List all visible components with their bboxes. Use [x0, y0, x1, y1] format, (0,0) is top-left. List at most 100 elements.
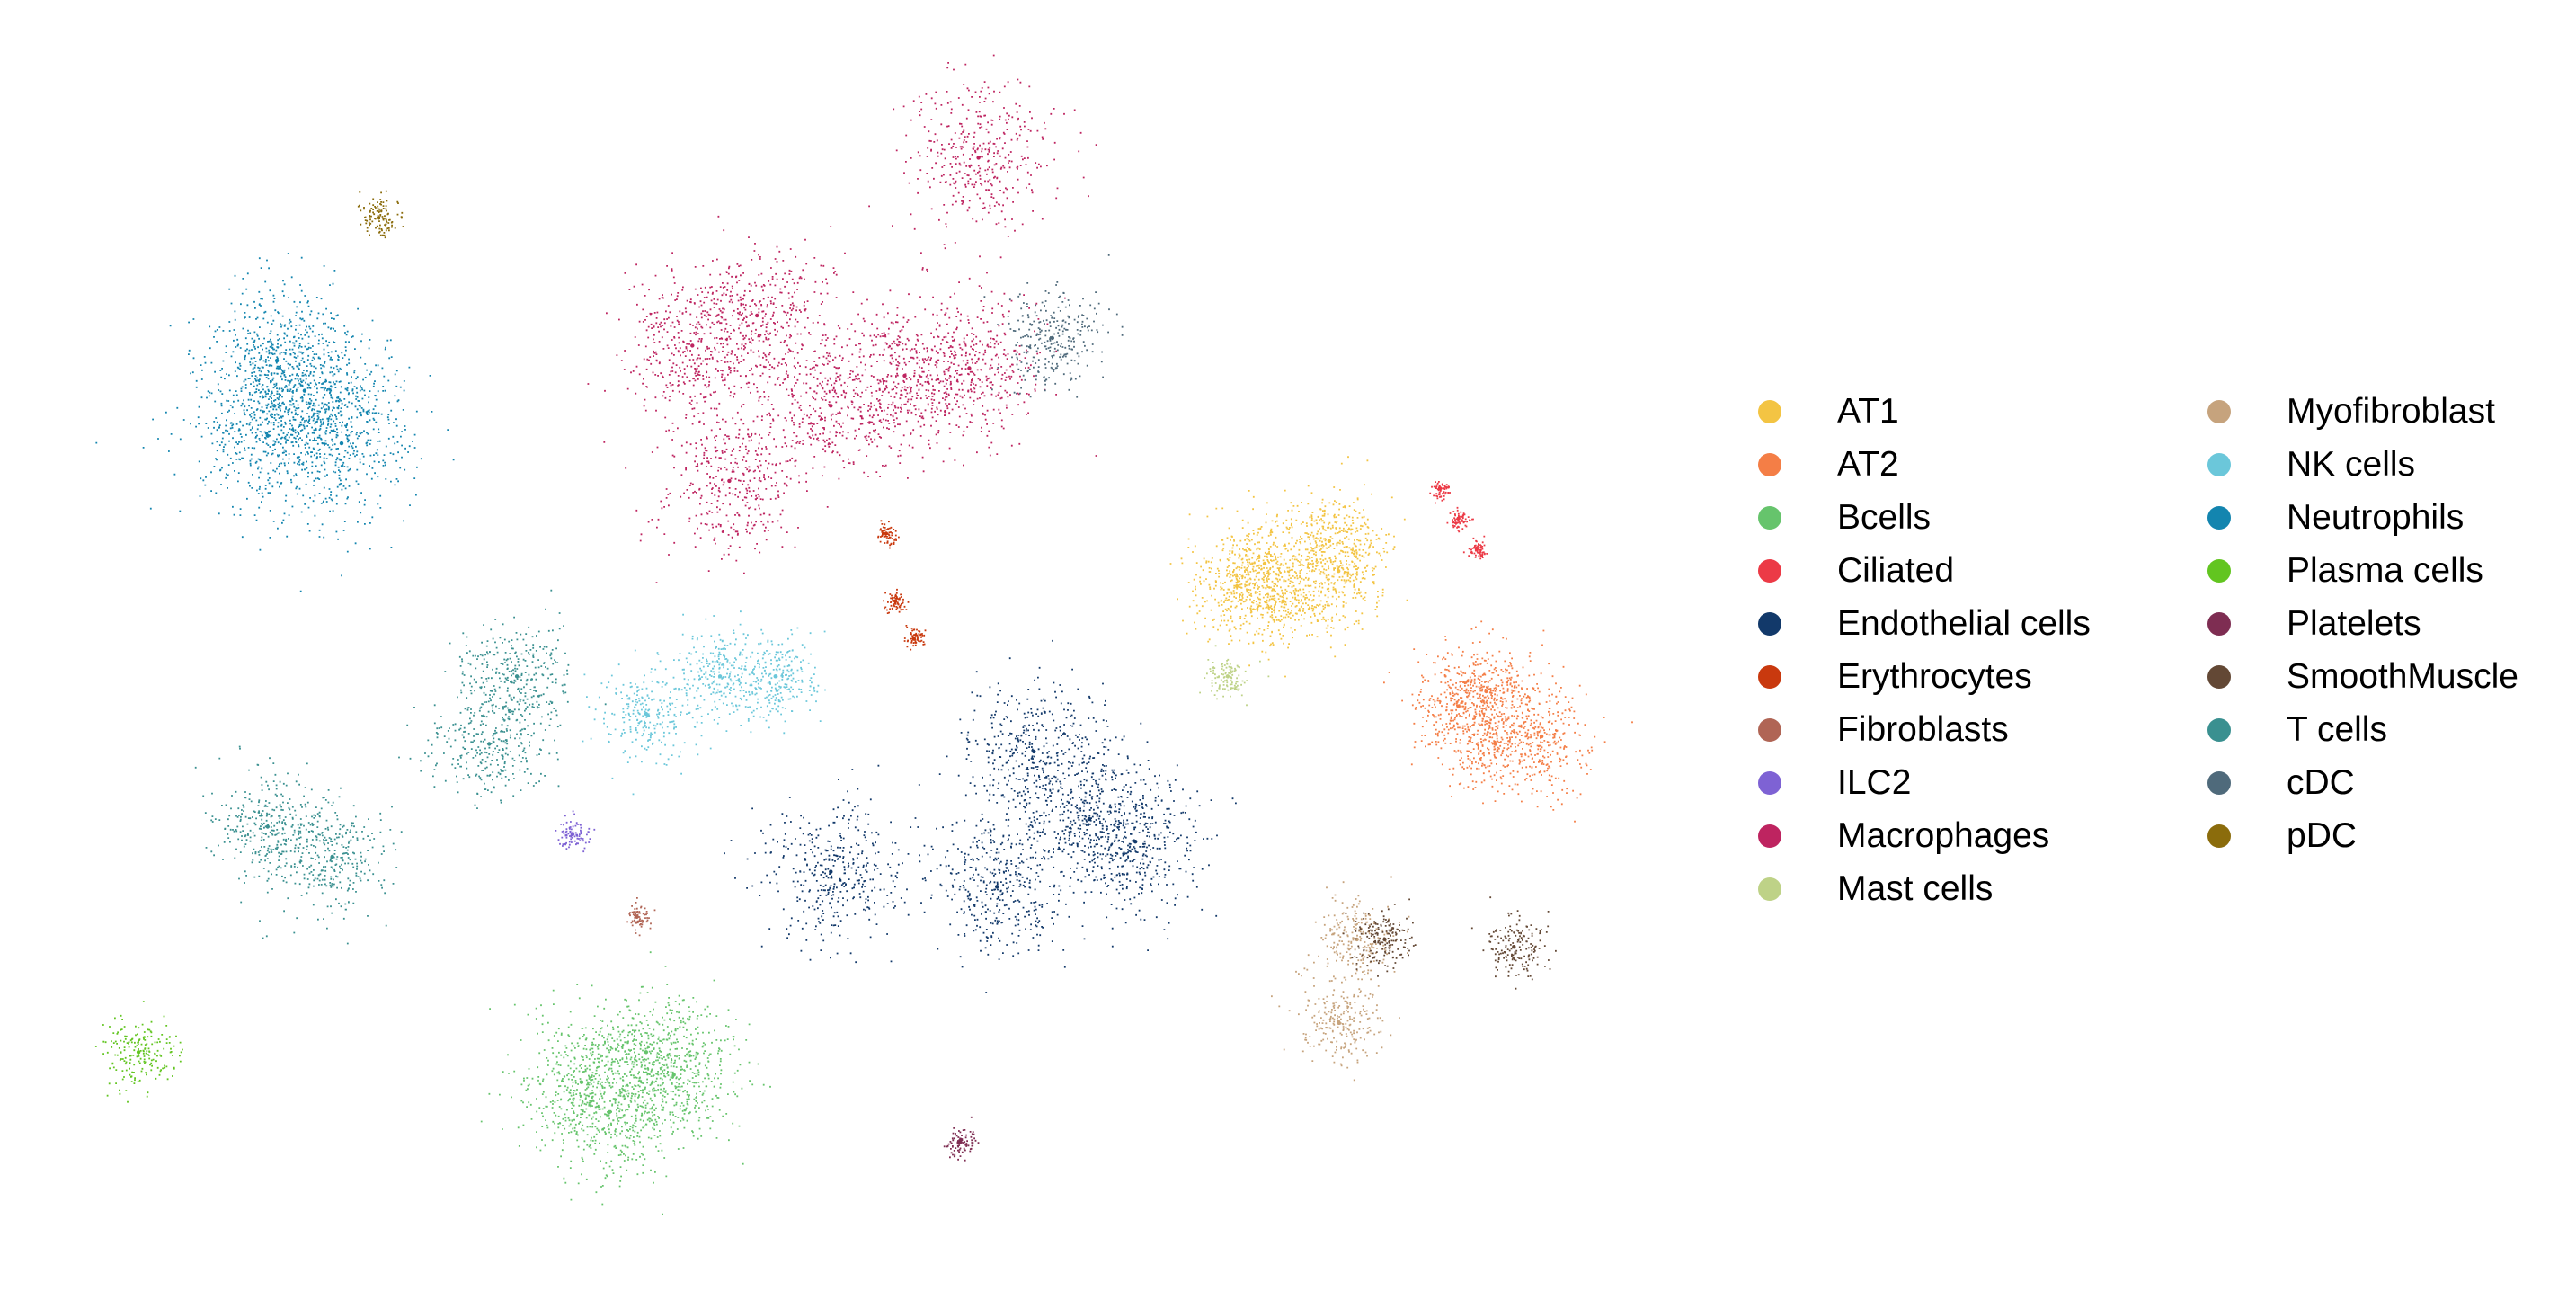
point-cloud-dots [664, 610, 773, 732]
legend-item: Erythrocytes [1753, 650, 2202, 703]
point-cloud-dots [903, 625, 927, 651]
point-cloud [1471, 663, 1633, 823]
data-point [976, 156, 981, 160]
point-cloud [626, 897, 656, 937]
legend-label: Neutrophils [2287, 497, 2465, 537]
legend-label: Fibroblasts [1837, 709, 2009, 749]
point-cloud-dots [877, 520, 900, 549]
legend-marker [1758, 399, 1781, 423]
legend-label: Myofibroblast [2287, 391, 2495, 431]
point-cloud-dots [1199, 645, 1270, 707]
legend-item: AT1 [1753, 385, 2202, 438]
legend-marker [2207, 505, 2231, 530]
point-cloud-dots [194, 745, 333, 938]
data-point [1327, 539, 1332, 543]
point-cloud-dots [988, 717, 1189, 930]
legend-marker [2207, 452, 2231, 476]
legend-item: SmoothMuscle [2202, 650, 2562, 703]
point-cloud [1429, 481, 1451, 504]
legend-item: Fibroblasts [1753, 703, 2202, 756]
point-cloud-dots [553, 979, 754, 1149]
legend-item: pDC [2202, 809, 2562, 862]
point-cloud [1421, 676, 1557, 808]
legend-item: Bcells [1753, 491, 2202, 544]
data-point [136, 1050, 141, 1055]
point-cloud-dots [591, 951, 771, 1166]
series-pdc [357, 190, 404, 239]
point-cloud [1383, 626, 1528, 785]
legend-label: Plasma cells [2287, 550, 2483, 590]
point-cloud [625, 370, 840, 583]
legend-label: SmoothMuscle [2287, 656, 2518, 696]
legend-label: Endothelial cells [1837, 603, 2091, 643]
point-cloud [943, 1116, 980, 1162]
data-point [274, 358, 280, 363]
point-cloud-dots [398, 655, 566, 809]
series-plasma-cells [94, 1001, 183, 1103]
point-cloud [1215, 543, 1366, 678]
series-erythrocytes [877, 520, 927, 651]
point-cloud-dots [1446, 506, 1474, 533]
point-cloud-dots [587, 263, 793, 453]
legend-label: cDC [2287, 762, 2355, 802]
point-cloud-dots [663, 215, 861, 405]
series-myofibroblast [1271, 876, 1410, 1082]
point-cloud [883, 588, 910, 614]
point-cloud-dots [1421, 676, 1557, 808]
point-cloud [1470, 896, 1557, 990]
legend-label: AT2 [1837, 444, 1899, 484]
point-cloud [1342, 898, 1417, 977]
legend-label: pDC [2287, 815, 2358, 855]
point-cloud-dots [357, 190, 404, 239]
legend-item: Neutrophils [2202, 491, 2562, 544]
data-point [514, 674, 520, 679]
series-ciliated [1429, 481, 1488, 560]
series-endothelial-cells [724, 639, 1237, 993]
legend-item: ILC2 [1753, 756, 2202, 809]
point-cloud-dots [907, 797, 1103, 993]
data-point [1484, 689, 1488, 694]
legend-marker [2207, 399, 2231, 423]
data-point [644, 711, 649, 717]
data-point [339, 441, 344, 446]
legend-marker [2207, 824, 2231, 848]
legend-marker [2207, 717, 2231, 742]
point-cloud [663, 215, 861, 405]
point-cloud [555, 810, 596, 853]
point-cloud-dots [522, 1013, 710, 1215]
point-cloud [983, 254, 1124, 398]
point-cloud-dots [555, 810, 596, 853]
point-cloud [587, 263, 793, 453]
series-mast-cells [1199, 645, 1270, 707]
point-cloud [553, 979, 754, 1149]
legend-item: Ciliated [1753, 544, 2202, 597]
series-macrophages [587, 54, 1097, 583]
data-point [690, 343, 695, 348]
legend-marker [1758, 611, 1781, 636]
point-cloud-dots [983, 254, 1124, 398]
legend-marker [2207, 770, 2231, 795]
legend-marker [1758, 877, 1781, 901]
point-cloud [724, 764, 933, 964]
point-cloud [357, 190, 404, 239]
legend-item: NK cells [2202, 438, 2562, 491]
series-neutrophils [95, 253, 455, 592]
legend-item: Mast cells [1753, 862, 2202, 915]
legend-label: T cells [2287, 709, 2387, 749]
umap-scatter-plot [94, 54, 1633, 1215]
point-cloud-dots [1429, 481, 1451, 504]
point-cloud [1199, 645, 1270, 707]
point-cloud-dots [625, 370, 840, 583]
point-cloud [988, 717, 1189, 930]
point-cloud-dots [1471, 663, 1633, 823]
point-cloud [903, 625, 927, 651]
point-cloud-dots [449, 589, 607, 752]
legend-item: Myofibroblast [2202, 385, 2562, 438]
legend-label: Ciliated [1837, 550, 1955, 590]
point-cloud-dots [883, 588, 910, 614]
point-cloud-dots [868, 54, 1097, 259]
legend-label: Bcells [1837, 497, 1932, 537]
point-cloud [736, 317, 950, 498]
legend-item: Macrophages [1753, 809, 2202, 862]
series-t-cells [194, 589, 607, 945]
